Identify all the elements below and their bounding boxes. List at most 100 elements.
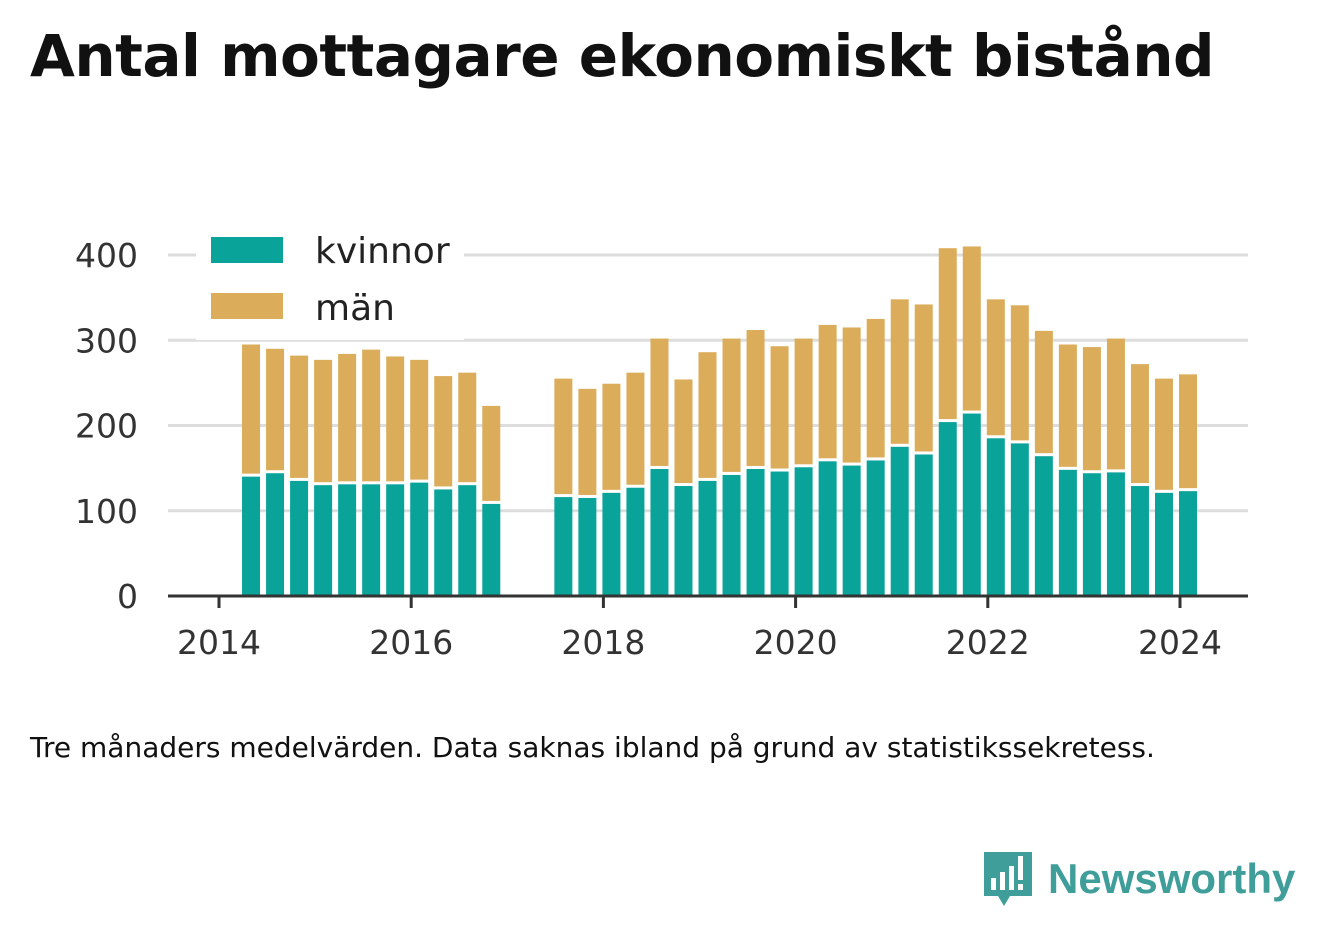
- bar-man: [578, 388, 597, 495]
- x-tick-label: 2024: [1138, 623, 1222, 662]
- bar-man: [1154, 378, 1173, 490]
- bar-kvinnor: [914, 454, 933, 596]
- legend-swatch-kvinnor: [211, 237, 283, 263]
- bar-kvinnor: [938, 422, 957, 596]
- bar-kvinnor: [962, 413, 981, 596]
- bar-man: [266, 348, 285, 471]
- bar-kvinnor: [698, 480, 717, 596]
- x-tick-label: 2022: [946, 623, 1030, 662]
- bar-man: [818, 324, 837, 459]
- bar-man: [554, 378, 573, 495]
- bar-kvinnor: [818, 461, 837, 596]
- bar-man: [842, 327, 861, 463]
- y-tick-label: 400: [75, 236, 138, 275]
- bar-man: [1179, 374, 1198, 489]
- y-tick-label: 0: [117, 577, 138, 616]
- bar-man: [938, 248, 957, 420]
- bar-kvinnor: [986, 438, 1005, 596]
- bar-kvinnor: [434, 489, 453, 596]
- bar-kvinnor: [1034, 456, 1053, 596]
- bar-kvinnor: [722, 474, 741, 596]
- bar-kvinnor: [794, 467, 813, 596]
- bar-kvinnor: [1154, 492, 1173, 596]
- bar-kvinnor: [386, 484, 405, 596]
- legend: kvinnor män: [211, 231, 450, 329]
- bar-man: [362, 349, 381, 482]
- brand-logo: Newsworthy: [980, 848, 1295, 910]
- bar-kvinnor: [626, 487, 645, 596]
- stacked-bar-chart: 0 100 200 300 400 2014 2016 2018 2020 2022 2024 kv…: [75, 231, 1248, 662]
- bar-kvinnor: [266, 473, 285, 596]
- bar-kvinnor: [1082, 473, 1101, 596]
- y-tick-label: 200: [75, 407, 138, 446]
- bar-man: [626, 372, 645, 485]
- bar-man: [866, 318, 885, 458]
- bar-kvinnor: [338, 484, 357, 596]
- bar-man: [650, 338, 669, 466]
- bar-man: [1106, 338, 1125, 470]
- bar-kvinnor: [554, 497, 573, 596]
- bar-kvinnor: [890, 446, 909, 596]
- chart-title: Antal mottagare ekonomiskt bistånd: [30, 22, 1215, 90]
- footnote: Tre månaders medelvärden. Data saknas ib…: [30, 731, 1155, 764]
- bar-man: [986, 299, 1005, 436]
- bar-man: [386, 356, 405, 482]
- bar-man: [746, 330, 765, 466]
- bar-man: [338, 353, 357, 482]
- bar-man: [1010, 305, 1029, 441]
- bar-kvinnor: [674, 486, 693, 596]
- y-tick-label: 300: [75, 321, 138, 360]
- bar-kvinnor: [482, 503, 501, 596]
- bar-kvinnor: [650, 468, 669, 596]
- newsworthy-logo-icon: [984, 852, 1032, 906]
- x-tick-label: 2016: [369, 623, 453, 662]
- bar-man: [890, 299, 909, 444]
- bar-kvinnor: [602, 492, 621, 596]
- bar-man: [674, 379, 693, 484]
- x-tick-label: 2018: [561, 623, 645, 662]
- bar-kvinnor: [770, 471, 789, 596]
- bar-man: [1034, 330, 1053, 454]
- bar-kvinnor: [866, 460, 885, 596]
- bar-man: [698, 352, 717, 478]
- legend-label-kvinnor: kvinnor: [315, 231, 450, 272]
- bar-man: [602, 383, 621, 490]
- bar-kvinnor: [290, 480, 309, 596]
- bar-man: [242, 344, 261, 474]
- bar-kvinnor: [1130, 486, 1149, 596]
- bar-kvinnor: [1179, 491, 1198, 596]
- bar-man: [1082, 347, 1101, 471]
- bar-man: [770, 346, 789, 469]
- bar-man: [1130, 364, 1149, 484]
- bar-kvinnor: [1058, 469, 1077, 596]
- bar-kvinnor: [410, 482, 429, 596]
- bar-man: [458, 372, 477, 483]
- bar-man: [962, 246, 981, 411]
- bar-man: [314, 359, 333, 483]
- bar-kvinnor: [578, 497, 597, 596]
- bar-man: [722, 338, 741, 472]
- bar-kvinnor: [842, 465, 861, 596]
- x-tick-label: 2020: [754, 623, 838, 662]
- bar-man: [410, 359, 429, 480]
- bar-man: [1058, 344, 1077, 467]
- legend-swatch-man: [211, 293, 283, 319]
- bar-man: [914, 304, 933, 452]
- bar-kvinnor: [1106, 472, 1125, 596]
- bar-man: [290, 355, 309, 478]
- bar-kvinnor: [362, 484, 381, 596]
- bar-man: [434, 376, 453, 487]
- bar-kvinnor: [1010, 443, 1029, 596]
- legend-label-man: män: [315, 288, 395, 329]
- bar-kvinnor: [242, 476, 261, 596]
- bars: [242, 246, 1198, 596]
- bar-kvinnor: [314, 485, 333, 596]
- y-tick-label: 100: [75, 492, 138, 531]
- bar-kvinnor: [458, 485, 477, 596]
- brand-name: Newsworthy: [1048, 855, 1296, 902]
- bar-kvinnor: [746, 468, 765, 596]
- bar-man: [794, 338, 813, 465]
- x-tick-label: 2014: [177, 623, 261, 662]
- bar-man: [482, 405, 501, 501]
- axes: 0 100 200 300 400 2014 2016 2018 2020 2022 2024: [75, 236, 1248, 662]
